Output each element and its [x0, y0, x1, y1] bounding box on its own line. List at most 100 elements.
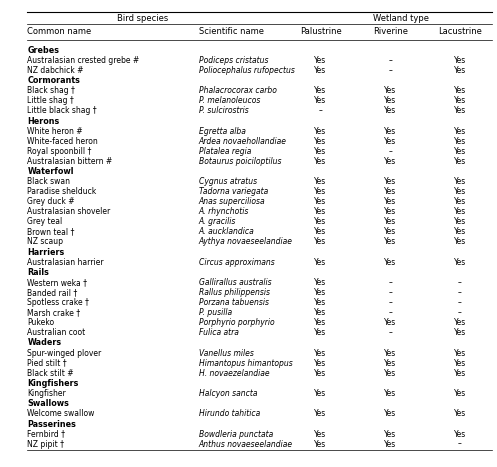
Text: Banded rail †: Banded rail † [27, 288, 78, 297]
Text: Yes: Yes [384, 197, 396, 206]
Text: Riverine: Riverine [373, 28, 408, 36]
Text: Yes: Yes [384, 217, 396, 226]
Text: Yes: Yes [454, 237, 466, 247]
Text: Yes: Yes [454, 227, 466, 236]
Text: Yes: Yes [454, 348, 466, 358]
Text: Yes: Yes [315, 207, 327, 216]
Text: A. rhynchotis: A. rhynchotis [199, 207, 249, 216]
Text: Pukeko: Pukeko [27, 318, 55, 327]
Text: Yes: Yes [315, 217, 327, 226]
Text: Anthus novaeseelandiae: Anthus novaeseelandiae [199, 439, 293, 449]
Text: –: – [388, 308, 392, 317]
Text: Grebes: Grebes [27, 46, 59, 55]
Text: Yes: Yes [454, 197, 466, 206]
Text: Yes: Yes [454, 207, 466, 216]
Text: Aythya novaeseelandiae: Aythya novaeseelandiae [199, 237, 293, 247]
Text: Yes: Yes [454, 328, 466, 337]
Text: Yes: Yes [454, 177, 466, 186]
Text: Yes: Yes [454, 217, 466, 226]
Text: Western weka †: Western weka † [27, 278, 87, 287]
Text: Yes: Yes [454, 147, 466, 156]
Text: Yes: Yes [454, 127, 466, 136]
Text: Yes: Yes [315, 368, 327, 378]
Text: Porphyrio porphyrio: Porphyrio porphyrio [199, 318, 274, 327]
Text: Yes: Yes [384, 389, 396, 398]
Text: NZ dabchick #: NZ dabchick # [27, 66, 84, 75]
Text: –: – [388, 66, 392, 75]
Text: Cygnus atratus: Cygnus atratus [199, 177, 257, 186]
Text: Yes: Yes [315, 86, 327, 95]
Text: Yes: Yes [315, 409, 327, 418]
Text: Yes: Yes [315, 157, 327, 166]
Text: Egretta alba: Egretta alba [199, 127, 246, 136]
Text: Yes: Yes [315, 237, 327, 247]
Text: Yes: Yes [384, 258, 396, 267]
Text: Yes: Yes [315, 439, 327, 449]
Text: –: – [388, 56, 392, 65]
Text: Circus approximans: Circus approximans [199, 258, 274, 267]
Text: Black shag †: Black shag † [27, 86, 75, 95]
Text: Ardea novaehollandiae: Ardea novaehollandiae [199, 137, 287, 146]
Text: Yes: Yes [454, 137, 466, 146]
Text: Bowdleria punctata: Bowdleria punctata [199, 430, 273, 439]
Text: Yes: Yes [454, 368, 466, 378]
Text: Welcome swallow: Welcome swallow [27, 409, 95, 418]
Text: Yes: Yes [384, 439, 396, 449]
Text: Yes: Yes [384, 207, 396, 216]
Text: –: – [458, 298, 462, 307]
Text: Rails: Rails [27, 268, 49, 277]
Text: Common name: Common name [27, 28, 91, 36]
Text: Yes: Yes [454, 187, 466, 196]
Text: –: – [388, 298, 392, 307]
Text: Botaurus poiciloptilus: Botaurus poiciloptilus [199, 157, 281, 166]
Text: Little black shag †: Little black shag † [27, 106, 97, 115]
Text: –: – [319, 106, 323, 115]
Text: Yes: Yes [454, 430, 466, 439]
Text: Yes: Yes [315, 56, 327, 65]
Text: Yes: Yes [384, 86, 396, 95]
Text: Herons: Herons [27, 117, 60, 126]
Text: H. novaezelandiae: H. novaezelandiae [199, 368, 269, 378]
Text: Yes: Yes [315, 328, 327, 337]
Text: Harriers: Harriers [27, 248, 65, 257]
Text: Fulica atra: Fulica atra [199, 328, 239, 337]
Text: Yes: Yes [384, 409, 396, 418]
Text: Yes: Yes [454, 389, 466, 398]
Text: Yes: Yes [454, 96, 466, 106]
Text: Yes: Yes [454, 359, 466, 368]
Text: Yes: Yes [384, 430, 396, 439]
Text: Brown teal †: Brown teal † [27, 227, 75, 236]
Text: Fernbird †: Fernbird † [27, 430, 65, 439]
Text: Swallows: Swallows [27, 399, 69, 408]
Text: Lacustrine: Lacustrine [438, 28, 482, 36]
Text: Pied stilt †: Pied stilt † [27, 359, 67, 368]
Text: Yes: Yes [315, 430, 327, 439]
Text: P. sulcirostris: P. sulcirostris [199, 106, 248, 115]
Text: Yes: Yes [384, 227, 396, 236]
Text: Yes: Yes [384, 106, 396, 115]
Text: Porzana tabuensis: Porzana tabuensis [199, 298, 269, 307]
Text: Yes: Yes [315, 66, 327, 75]
Text: Yes: Yes [454, 66, 466, 75]
Text: Halcyon sancta: Halcyon sancta [199, 389, 257, 398]
Text: Waterfowl: Waterfowl [27, 167, 74, 176]
Text: Spur-winged plover: Spur-winged plover [27, 348, 101, 358]
Text: Rallus philippensis: Rallus philippensis [199, 288, 270, 297]
Text: Yes: Yes [384, 359, 396, 368]
Text: P. pusilla: P. pusilla [199, 308, 232, 317]
Text: Spotless crake †: Spotless crake † [27, 298, 89, 307]
Text: Yes: Yes [315, 227, 327, 236]
Text: Yes: Yes [315, 147, 327, 156]
Text: Yes: Yes [454, 56, 466, 65]
Text: Australasian bittern #: Australasian bittern # [27, 157, 113, 166]
Text: Yes: Yes [384, 127, 396, 136]
Text: Tadorna variegata: Tadorna variegata [199, 187, 268, 196]
Text: Yes: Yes [315, 318, 327, 327]
Text: Bird species: Bird species [117, 14, 168, 23]
Text: Anas superciliosa: Anas superciliosa [199, 197, 265, 206]
Text: Yes: Yes [315, 197, 327, 206]
Text: Podiceps cristatus: Podiceps cristatus [199, 56, 268, 65]
Text: Yes: Yes [384, 187, 396, 196]
Text: Yes: Yes [384, 237, 396, 247]
Text: –: – [388, 288, 392, 297]
